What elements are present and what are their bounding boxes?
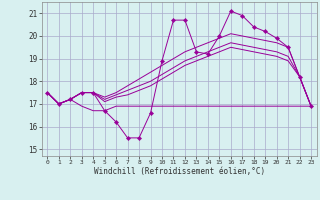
X-axis label: Windchill (Refroidissement éolien,°C): Windchill (Refroidissement éolien,°C) bbox=[94, 167, 265, 176]
